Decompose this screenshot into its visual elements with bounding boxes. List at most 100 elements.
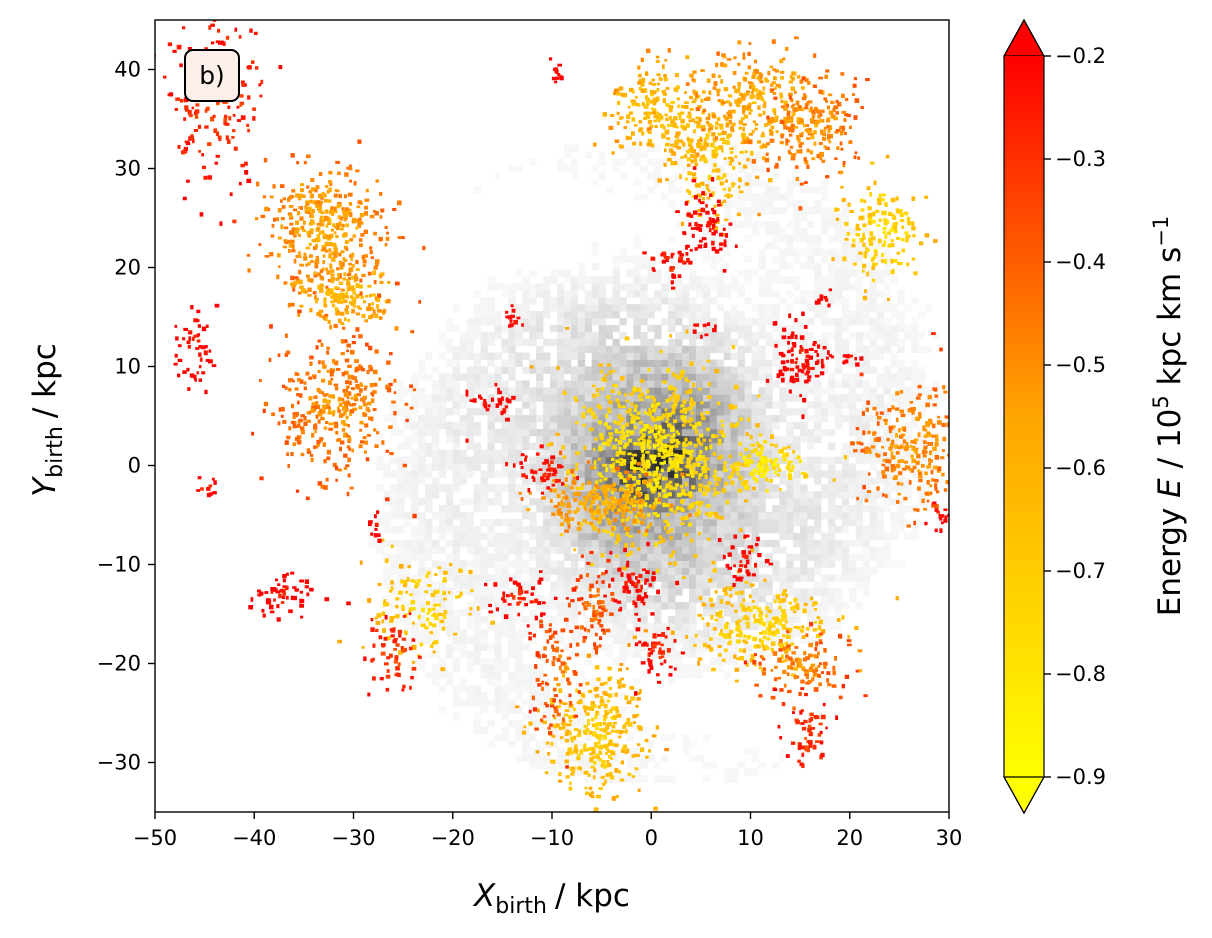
density-bin <box>654 602 662 610</box>
density-bin <box>661 622 669 631</box>
density-bin <box>577 421 586 430</box>
density-bin <box>459 373 468 381</box>
energy-point <box>705 411 710 415</box>
density-bin <box>682 519 690 527</box>
density-bin <box>390 380 398 388</box>
density-bin <box>438 532 447 541</box>
energy-point <box>787 462 791 467</box>
energy-point <box>373 280 377 285</box>
energy-point <box>652 502 657 507</box>
density-bin <box>543 532 551 541</box>
density-bin <box>452 408 461 416</box>
density-bin <box>883 262 891 270</box>
density-bin <box>494 318 502 326</box>
energy-point <box>559 511 564 517</box>
density-bin <box>459 338 468 347</box>
density-bin <box>904 366 912 374</box>
density-bin <box>626 595 634 603</box>
density-bin <box>543 629 551 638</box>
density-bin <box>862 359 871 367</box>
energy-point <box>655 568 660 574</box>
density-bin <box>619 498 627 506</box>
density-bin <box>418 387 426 395</box>
energy-point <box>583 496 587 500</box>
density-bin <box>584 588 593 596</box>
energy-point <box>674 469 678 473</box>
energy-point <box>605 467 609 472</box>
density-bin <box>633 283 641 291</box>
energy-point <box>719 515 724 520</box>
density-bin <box>605 276 613 284</box>
density-bin <box>508 491 516 499</box>
energy-point <box>756 464 761 468</box>
energy-point <box>384 242 388 247</box>
density-bin <box>445 525 454 534</box>
density-bin <box>584 345 593 354</box>
density-bin <box>473 595 481 603</box>
density-bin <box>543 602 551 610</box>
density-bin <box>730 525 738 534</box>
density-bin <box>786 484 794 492</box>
density-bin <box>675 470 683 478</box>
density-bin <box>487 699 495 707</box>
density-bin <box>786 276 794 284</box>
density-bin <box>529 581 537 589</box>
energy-point <box>615 466 620 472</box>
density-bin <box>425 428 433 437</box>
density-bin <box>730 283 738 291</box>
density-bin <box>487 401 495 409</box>
density-bin <box>675 449 683 458</box>
energy-point <box>331 257 336 262</box>
density-bin <box>744 574 752 582</box>
energy-point <box>625 499 630 504</box>
density-bin <box>397 525 405 534</box>
density-bin <box>543 311 551 319</box>
density-bin <box>654 525 662 534</box>
density-bin <box>869 352 877 360</box>
density-bin <box>508 616 516 624</box>
density-bin <box>480 519 488 527</box>
density-bin <box>633 193 641 201</box>
density-bin <box>550 740 558 749</box>
density-bin <box>821 470 829 478</box>
density-bin <box>584 421 593 430</box>
energy-point <box>708 439 712 443</box>
density-bin <box>814 539 822 548</box>
density-bin <box>529 525 537 534</box>
energy-point <box>606 425 612 430</box>
density-bin <box>800 179 808 187</box>
density-bin <box>376 428 384 437</box>
density-bin <box>765 304 773 312</box>
density-bin <box>807 290 815 298</box>
density-bin <box>876 491 884 499</box>
energy-point <box>582 423 586 427</box>
energy-point <box>687 505 691 510</box>
density-bin <box>772 172 780 180</box>
density-bin <box>626 616 634 624</box>
density-bin <box>626 567 634 575</box>
density-bin <box>647 304 655 312</box>
density-bin <box>501 435 509 444</box>
density-bin <box>536 387 544 395</box>
density-bin <box>397 616 405 624</box>
density-bin <box>682 629 690 638</box>
density-bin <box>689 505 697 513</box>
energy-point <box>598 446 603 452</box>
energy-point <box>606 442 611 447</box>
density-bin <box>654 408 662 416</box>
energy-point <box>313 274 318 278</box>
energy-point <box>573 476 577 480</box>
density-bin <box>723 387 732 395</box>
density-bin <box>647 172 655 180</box>
density-bin <box>438 415 447 423</box>
density-bin <box>633 234 641 243</box>
density-bin <box>390 602 398 610</box>
density-bin <box>862 311 871 319</box>
density-bin <box>522 713 530 721</box>
density-bin <box>605 311 613 319</box>
energy-point <box>594 484 599 488</box>
density-bin <box>668 650 676 658</box>
density-bin <box>897 525 905 534</box>
density-bin <box>487 373 495 381</box>
density-bin <box>452 449 461 458</box>
